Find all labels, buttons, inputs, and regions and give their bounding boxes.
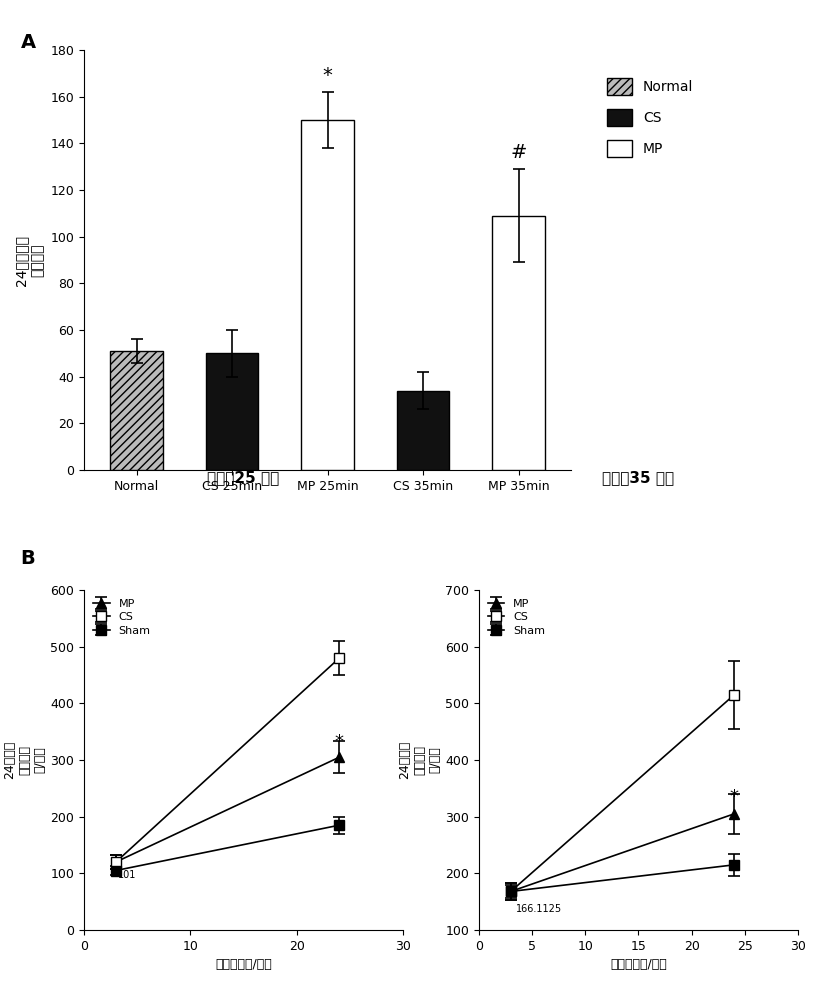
Legend: Normal, CS, MP: Normal, CS, MP [606,78,693,157]
Bar [492,216,545,470]
Bar [206,353,259,470]
Text: *: * [323,66,333,85]
Legend: MP, CS, Sham: MP, CS, Sham [485,596,549,639]
Text: 热缺血35 分钟: 热缺血35 分钟 [602,470,675,485]
Text: *: * [335,734,344,752]
Text: B: B [20,549,35,568]
X-axis label: 再灌注时间/小时: 再灌注时间/小时 [215,958,272,971]
Text: 101: 101 [118,870,136,880]
Text: *: * [730,788,738,806]
X-axis label: 再灌注时间/小时: 再灌注时间/小时 [610,958,667,971]
Text: 166.1125: 166.1125 [516,904,562,914]
Text: 热缺血25 分钟: 热缺血25 分钟 [207,470,280,485]
Y-axis label: 24小时肌
酐（微摩
尔/升）: 24小时肌 酐（微摩 尔/升） [398,741,441,779]
Text: #: # [511,143,527,162]
Y-axis label: 24小时肌
酐（微摩
尔/升）: 24小时肌 酐（微摩 尔/升） [3,741,46,779]
Text: A: A [21,33,36,52]
Bar [110,351,163,470]
Y-axis label: 24小时尿量
（毫升）: 24小时尿量 （毫升） [14,234,45,286]
Bar [302,120,354,470]
Legend: MP, CS, Sham: MP, CS, Sham [90,596,154,639]
Bar [396,391,449,470]
